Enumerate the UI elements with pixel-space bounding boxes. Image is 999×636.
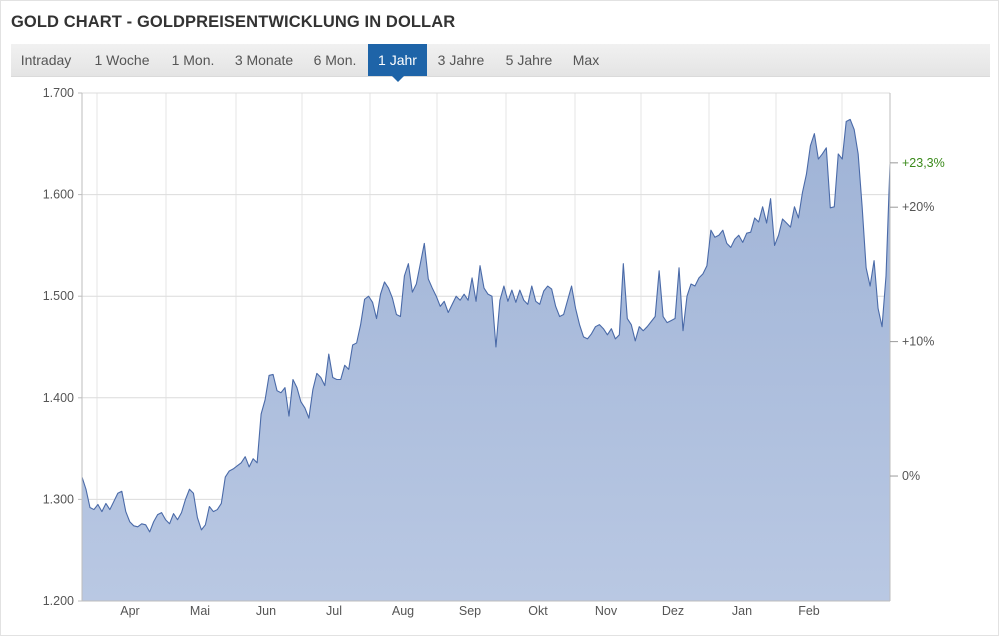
tab-max[interactable]: Max bbox=[572, 52, 600, 68]
tab-1-mon[interactable]: 1 Mon. bbox=[171, 52, 215, 68]
x-tick-label: Jan bbox=[732, 604, 752, 618]
tab-3-jahre[interactable]: 3 Jahre bbox=[437, 52, 485, 68]
y-tick-label: 1.500 bbox=[43, 289, 74, 303]
y-tick-label: 1.300 bbox=[43, 492, 74, 506]
y-tick-label: 1.700 bbox=[43, 86, 74, 100]
pct-tick-label: +20% bbox=[902, 200, 934, 214]
x-tick-label: Feb bbox=[798, 604, 820, 618]
x-tick-label: Mai bbox=[190, 604, 210, 618]
pct-tick-label: +23,3% bbox=[902, 156, 945, 170]
y-tick-label: 1.200 bbox=[43, 594, 74, 608]
x-tick-label: Apr bbox=[120, 604, 139, 618]
tab-1-jahr[interactable]: 1 Jahr bbox=[368, 44, 427, 82]
price-line bbox=[81, 118, 891, 533]
y-tick-label: 1.400 bbox=[43, 391, 74, 405]
x-tick-label: Jun bbox=[256, 604, 276, 618]
x-tick-label: Okt bbox=[528, 604, 548, 618]
x-tick-label: Aug bbox=[392, 604, 414, 618]
page-title: GOLD CHART - GOLDPREISENTWICKLUNG IN DOL… bbox=[11, 13, 456, 31]
tab-5-jahre[interactable]: 5 Jahre bbox=[505, 52, 553, 68]
pct-tick-label: 0% bbox=[902, 469, 920, 483]
tab-6-mon[interactable]: 6 Mon. bbox=[313, 52, 357, 68]
x-tick-label: Dez bbox=[662, 604, 684, 618]
tab-intraday[interactable]: Intraday bbox=[20, 52, 72, 68]
x-tick-label: Jul bbox=[326, 604, 342, 618]
x-tick-label: Nov bbox=[595, 604, 618, 618]
pct-tick-label: +10% bbox=[902, 335, 934, 349]
x-tick-label: Sep bbox=[459, 604, 481, 618]
y-tick-label: 1.600 bbox=[43, 188, 74, 202]
tab-1-woche[interactable]: 1 Woche bbox=[94, 52, 150, 68]
tab-3-monate[interactable]: 3 Monate bbox=[234, 52, 294, 68]
price-area bbox=[82, 119, 890, 602]
timeframe-tabs: Intraday 1 Woche 1 Mon. 3 Monate 6 Mon. … bbox=[11, 44, 990, 82]
